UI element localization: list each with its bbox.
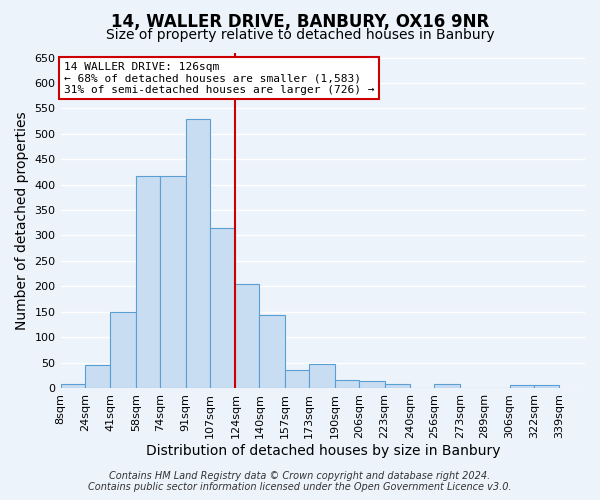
Bar — [434, 384, 460, 388]
Bar — [61, 384, 85, 388]
Bar — [385, 384, 410, 388]
Bar — [259, 316, 285, 388]
Bar — [359, 382, 385, 388]
Text: 14, WALLER DRIVE, BANBURY, OX16 9NR: 14, WALLER DRIVE, BANBURY, OX16 9NR — [111, 12, 489, 30]
Text: Size of property relative to detached houses in Banbury: Size of property relative to detached ho… — [106, 28, 494, 42]
Y-axis label: Number of detached properties: Number of detached properties — [15, 111, 29, 330]
Bar — [509, 386, 534, 388]
Bar — [85, 365, 110, 388]
Bar — [309, 364, 335, 388]
X-axis label: Distribution of detached houses by size in Banbury: Distribution of detached houses by size … — [146, 444, 500, 458]
Bar — [210, 228, 235, 388]
Text: 14 WALLER DRIVE: 126sqm
← 68% of detached houses are smaller (1,583)
31% of semi: 14 WALLER DRIVE: 126sqm ← 68% of detache… — [64, 62, 374, 95]
Bar — [285, 370, 309, 388]
Bar — [185, 118, 210, 388]
Bar — [534, 386, 559, 388]
Bar — [160, 176, 185, 388]
Text: Contains HM Land Registry data © Crown copyright and database right 2024.
Contai: Contains HM Land Registry data © Crown c… — [88, 471, 512, 492]
Bar — [136, 176, 160, 388]
Bar — [235, 284, 259, 388]
Bar — [110, 312, 136, 388]
Bar — [335, 380, 359, 388]
